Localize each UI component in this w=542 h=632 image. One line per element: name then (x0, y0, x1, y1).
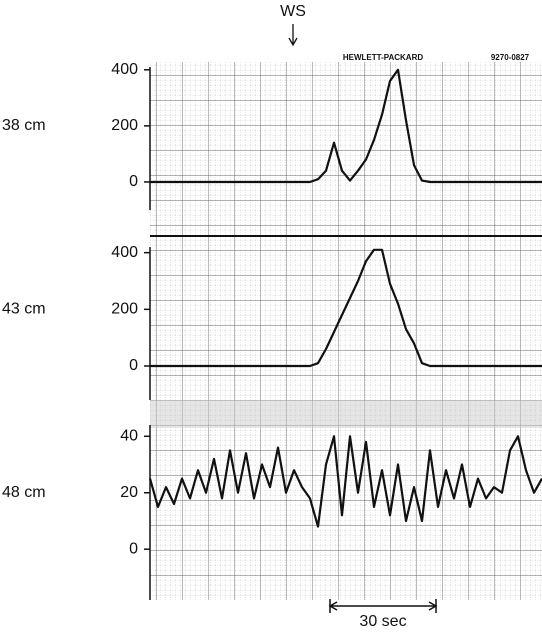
scale-bar-label: 30 sec (359, 613, 406, 630)
y-tick-label: 0 (129, 540, 138, 557)
y-tick-label: 200 (111, 117, 138, 134)
marker-arrow (288, 24, 298, 47)
trace (150, 248, 542, 368)
y-tick-label: 0 (129, 357, 138, 374)
code-label: 9270-0827 (491, 53, 530, 62)
y-tick-label: 400 (111, 244, 138, 261)
y-axis-label: 43 cm (2, 301, 46, 318)
y-tick-label: 400 (111, 61, 138, 78)
marker-label: WS (280, 3, 306, 20)
y-tick-label: 40 (120, 428, 138, 445)
trace (148, 435, 542, 528)
y-axis-label: 48 cm (2, 484, 46, 501)
chart-paper-grid (150, 62, 542, 600)
y-tick-label: 20 (120, 484, 138, 501)
y-axis-label: 38 cm (2, 117, 46, 134)
brand-label: HEWLETT-PACKARD (343, 53, 424, 62)
scale-bar (328, 599, 438, 613)
y-tick-label: 0 (129, 173, 138, 190)
y-tick-label: 200 (111, 301, 138, 318)
trace (150, 68, 542, 184)
paper-band (150, 400, 542, 428)
